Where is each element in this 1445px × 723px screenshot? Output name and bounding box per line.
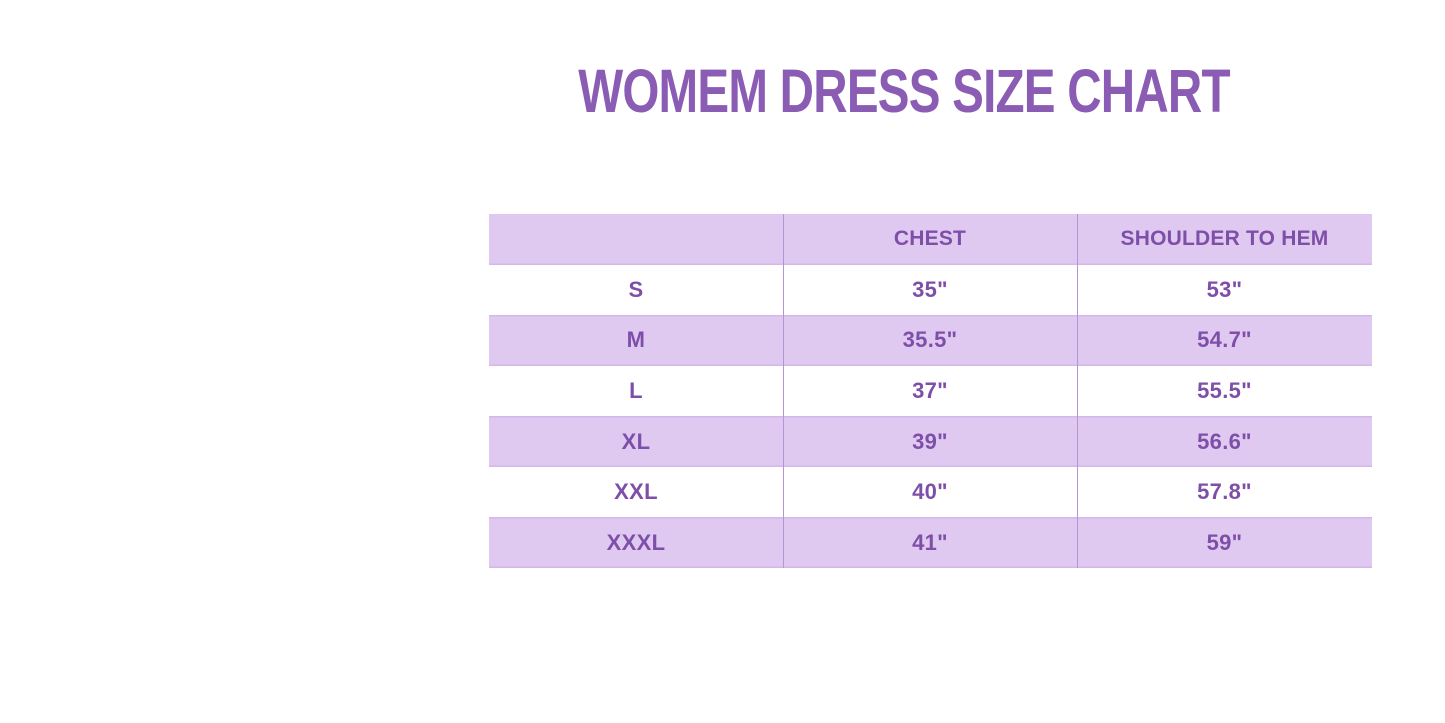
size-cell: XL: [621, 428, 651, 454]
hem-cell: 57.8": [1197, 479, 1252, 505]
hem-cell: 54.7": [1197, 327, 1252, 353]
table-row: M 35.5" 54.7": [489, 315, 1372, 366]
header-cell-chest: CHEST: [893, 227, 967, 251]
table-row: XXL 40" 57.8": [489, 467, 1372, 518]
size-cell: XXXL: [606, 529, 666, 555]
hem-cell: 59": [1206, 529, 1243, 555]
page-title: WOMEM DRESS SIZE CHART: [578, 57, 1230, 125]
table-row: L 37" 55.5": [489, 366, 1372, 417]
hem-cell: 56.6": [1197, 428, 1252, 454]
chest-cell: 35": [912, 276, 948, 302]
hem-cell: 55.5": [1197, 377, 1252, 403]
column-divider: [1076, 214, 1079, 568]
size-cell: L: [629, 377, 643, 403]
size-cell: XXL: [614, 479, 658, 505]
table-row: XXXL 41" 59": [489, 517, 1372, 568]
table-row: S 35" 53": [489, 265, 1372, 316]
hem-cell: 53": [1206, 276, 1243, 302]
table-header-row: CHEST SHOULDER TO HEM: [489, 214, 1372, 265]
table-row: XL 39" 56.6": [489, 416, 1372, 467]
chest-cell: 37": [912, 377, 948, 403]
chest-cell: 40": [912, 479, 948, 505]
column-divider: [782, 214, 785, 568]
header-cell-shoulder-to-hem: SHOULDER TO HEM: [1120, 227, 1329, 251]
size-chart-table: CHEST SHOULDER TO HEM S 35" 53" M 35.5" …: [489, 214, 1372, 568]
chest-cell: 39": [912, 428, 948, 454]
chest-cell: 35.5": [902, 327, 958, 353]
size-cell: M: [626, 327, 646, 353]
chest-cell: 41": [912, 529, 948, 555]
size-cell: S: [628, 276, 644, 302]
